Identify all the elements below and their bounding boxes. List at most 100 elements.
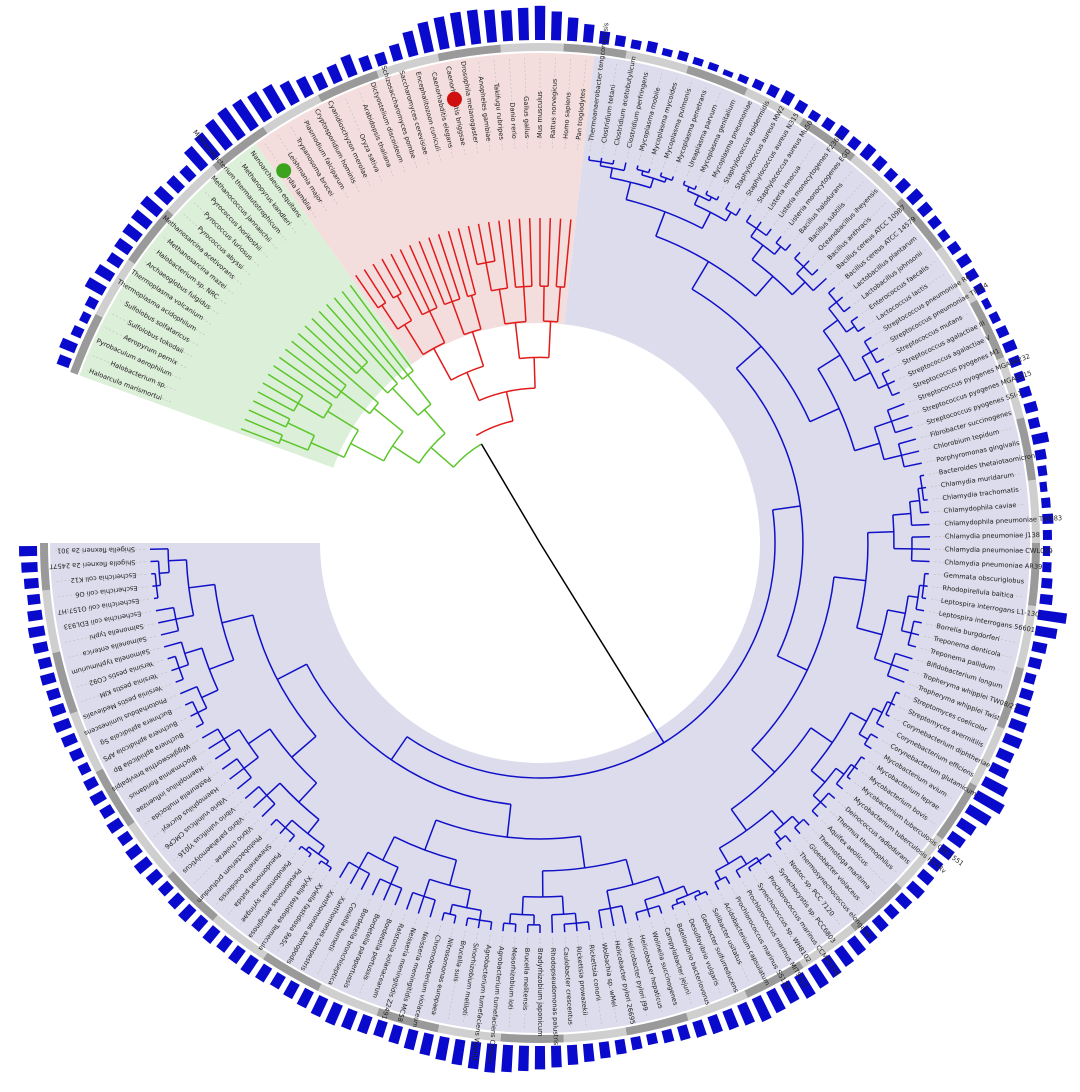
guide-line — [893, 327, 975, 368]
branch — [328, 867, 332, 872]
branch — [864, 743, 872, 750]
bar — [995, 747, 1015, 764]
branch — [178, 663, 189, 669]
bar — [84, 277, 107, 296]
branch — [371, 878, 381, 896]
guide-line — [686, 909, 721, 994]
branch — [184, 647, 203, 655]
branch-arc — [655, 235, 757, 297]
branch-arc — [917, 488, 922, 513]
bar — [614, 1038, 627, 1055]
bar — [794, 972, 816, 999]
band-segment — [212, 914, 268, 960]
guide-line — [447, 66, 466, 156]
bar — [582, 23, 595, 43]
guide-line — [524, 937, 528, 1028]
bar — [1008, 717, 1027, 734]
branch-arc — [556, 285, 565, 288]
branch — [835, 767, 845, 775]
band-segment — [317, 983, 380, 1016]
guide-line — [709, 899, 749, 982]
branch — [828, 792, 836, 799]
branch — [850, 711, 867, 722]
band-segment — [896, 197, 943, 252]
bar — [821, 954, 842, 979]
branch — [812, 277, 827, 292]
guide-line — [650, 77, 677, 165]
guide-line — [239, 853, 297, 925]
branch-arc — [811, 792, 830, 812]
bar — [117, 830, 134, 847]
guide-line — [205, 828, 268, 895]
branch — [167, 655, 176, 660]
branch-arc — [812, 767, 837, 796]
branch — [701, 212, 712, 229]
clade-stem-archaea — [430, 446, 455, 468]
bar — [483, 9, 498, 43]
guide-line — [803, 837, 864, 905]
guide-line — [388, 918, 418, 1004]
branch — [648, 168, 651, 173]
branch — [574, 913, 578, 924]
clade-shade-archaea — [79, 143, 413, 468]
branch — [895, 691, 901, 695]
branch — [221, 758, 238, 770]
bar — [981, 776, 1009, 798]
branch-arc — [715, 855, 742, 872]
bar — [402, 30, 419, 58]
guide-line — [589, 61, 602, 152]
bar — [1042, 513, 1054, 525]
branch — [835, 783, 844, 790]
branch-arc — [564, 921, 589, 925]
bar — [39, 672, 57, 686]
guide-line — [920, 647, 1008, 673]
branch — [201, 728, 219, 739]
bar — [179, 165, 197, 183]
branch — [911, 523, 930, 527]
branch — [835, 296, 844, 303]
branch — [291, 340, 347, 386]
bar — [1023, 672, 1037, 685]
branch-arc — [850, 321, 859, 332]
band-segment — [744, 961, 804, 998]
guide-line — [686, 92, 721, 177]
branch — [297, 332, 379, 404]
bar — [178, 903, 197, 923]
branch — [791, 815, 800, 825]
band-segment — [40, 543, 51, 591]
branch — [725, 876, 731, 885]
branch — [409, 244, 438, 308]
branch-arc — [875, 701, 889, 724]
branch-arc — [367, 851, 399, 868]
band-segment — [936, 782, 977, 840]
bar — [676, 1024, 691, 1041]
branch — [270, 818, 278, 826]
bar — [419, 1032, 435, 1056]
branch — [273, 365, 333, 406]
bar — [46, 687, 62, 701]
branch — [810, 727, 833, 744]
branch — [561, 896, 565, 915]
band-segment — [500, 42, 564, 53]
branch — [828, 301, 837, 310]
branch — [891, 391, 901, 397]
guide-line — [62, 611, 152, 628]
branch — [489, 921, 493, 930]
branch — [465, 917, 469, 927]
guide-line — [264, 868, 317, 943]
guide-line — [913, 384, 999, 415]
guide-line — [861, 261, 936, 315]
guide-line — [112, 729, 192, 773]
bar — [1037, 465, 1048, 477]
guide-line — [508, 937, 516, 1028]
branch — [361, 367, 389, 394]
branch — [423, 879, 431, 897]
branch — [850, 316, 859, 323]
clade-shading — [50, 53, 1031, 1033]
branch — [775, 235, 782, 244]
bar — [216, 935, 233, 953]
bar — [661, 47, 673, 58]
bar — [1027, 656, 1043, 670]
band-segment — [686, 65, 748, 96]
band-segment — [969, 725, 1005, 787]
